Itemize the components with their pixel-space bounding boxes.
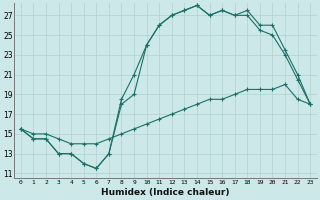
X-axis label: Humidex (Indice chaleur): Humidex (Indice chaleur) — [101, 188, 230, 197]
